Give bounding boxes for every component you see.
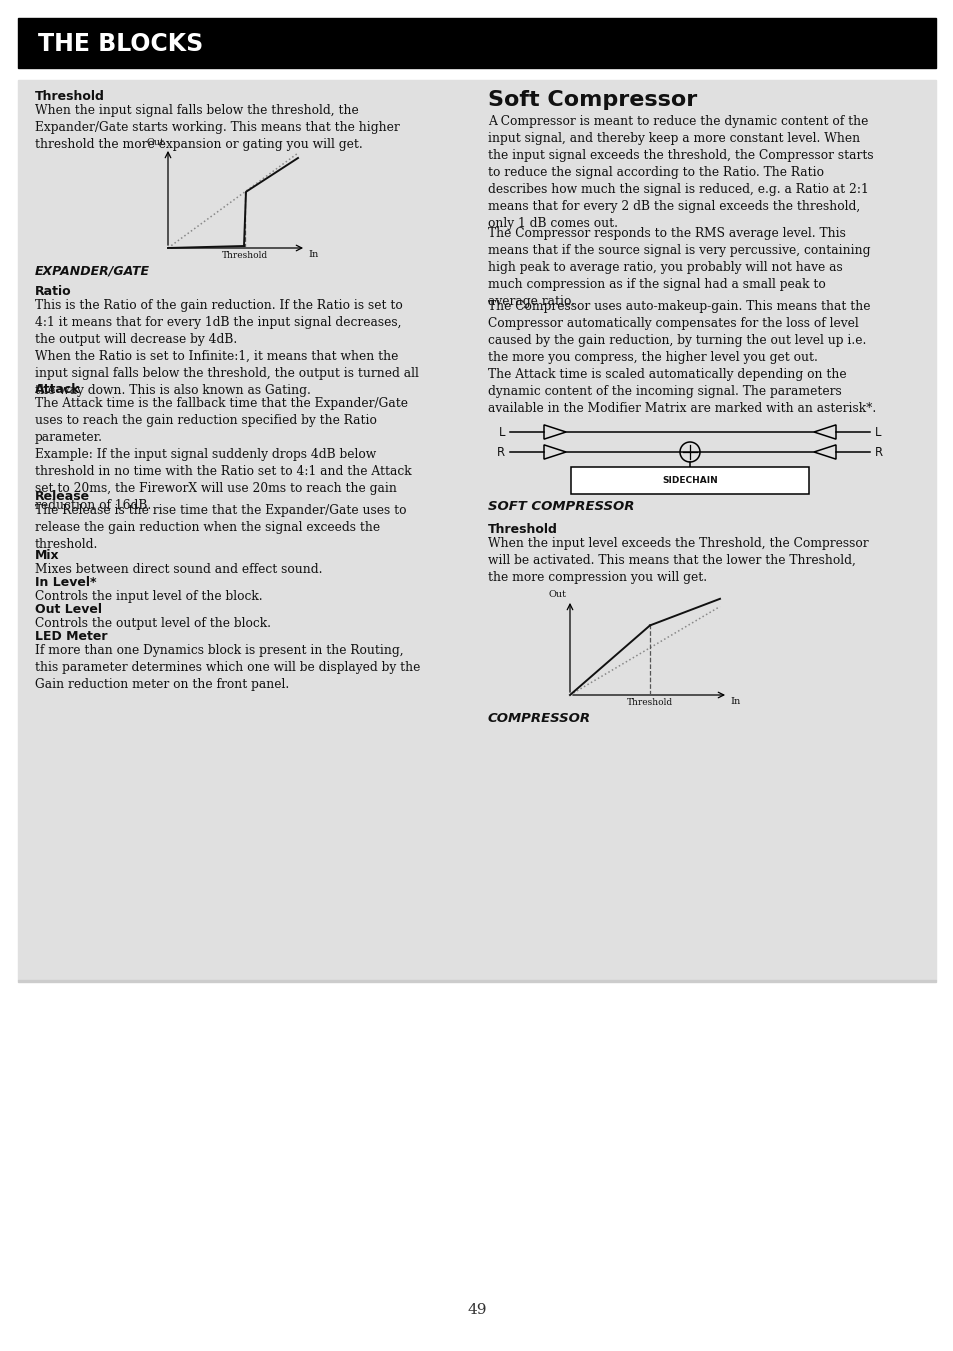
Text: 49: 49 <box>467 1302 486 1317</box>
Text: Out: Out <box>147 138 165 147</box>
Text: R: R <box>497 446 504 458</box>
Text: Threshold: Threshold <box>35 91 105 103</box>
Text: Release: Release <box>35 490 90 503</box>
Text: The Compressor responds to the RMS average level. This
means that if the source : The Compressor responds to the RMS avera… <box>488 227 869 308</box>
Text: Controls the output level of the block.: Controls the output level of the block. <box>35 617 271 630</box>
Text: Threshold: Threshold <box>626 698 673 707</box>
Text: EXPANDER/GATE: EXPANDER/GATE <box>35 265 150 278</box>
Text: Threshold: Threshold <box>222 251 268 259</box>
Text: The Attack time is the fallback time that the Expander/Gate
uses to reach the ga: The Attack time is the fallback time tha… <box>35 397 411 512</box>
Text: The Compressor uses auto-makeup-gain. This means that the
Compressor automatical: The Compressor uses auto-makeup-gain. Th… <box>488 300 876 415</box>
Text: THE BLOCKS: THE BLOCKS <box>38 32 203 55</box>
Text: This is the Ratio of the gain reduction. If the Ratio is set to
4:1 it means tha: This is the Ratio of the gain reduction.… <box>35 299 418 397</box>
Text: In: In <box>729 697 740 707</box>
Text: Threshold: Threshold <box>488 523 558 536</box>
Text: A Compressor is meant to reduce the dynamic content of the
input signal, and the: A Compressor is meant to reduce the dyna… <box>488 115 873 230</box>
Text: COMPRESSOR: COMPRESSOR <box>488 712 591 725</box>
Text: Ratio: Ratio <box>35 285 71 299</box>
Text: Attack: Attack <box>35 382 80 396</box>
Text: In: In <box>308 250 318 259</box>
Text: LED Meter: LED Meter <box>35 630 108 643</box>
Bar <box>18 80 935 979</box>
Text: Mix: Mix <box>35 549 59 562</box>
Bar <box>571 467 808 494</box>
Text: Out Level: Out Level <box>35 603 102 616</box>
Text: L: L <box>874 426 881 439</box>
Text: SOFT COMPRESSOR: SOFT COMPRESSOR <box>488 500 634 513</box>
Text: The Release is the rise time that the Expander/Gate uses to
release the gain red: The Release is the rise time that the Ex… <box>35 504 406 551</box>
Text: Out: Out <box>548 590 566 598</box>
Text: When the input signal falls below the threshold, the
Expander/Gate starts workin: When the input signal falls below the th… <box>35 104 399 151</box>
Text: In Level*: In Level* <box>35 576 96 589</box>
Text: Mixes between direct sound and effect sound.: Mixes between direct sound and effect so… <box>35 563 322 576</box>
Bar <box>18 18 935 68</box>
Text: R: R <box>874 446 882 458</box>
Text: If more than one Dynamics block is present in the Routing,
this parameter determ: If more than one Dynamics block is prese… <box>35 644 420 690</box>
Text: Soft Compressor: Soft Compressor <box>488 91 697 109</box>
Text: When the input level exceeds the Threshold, the Compressor
will be activated. Th: When the input level exceeds the Thresho… <box>488 536 868 584</box>
Text: L: L <box>498 426 504 439</box>
Text: Controls the input level of the block.: Controls the input level of the block. <box>35 590 262 603</box>
Text: SIDECHAIN: SIDECHAIN <box>661 476 717 485</box>
Bar <box>18 979 935 982</box>
